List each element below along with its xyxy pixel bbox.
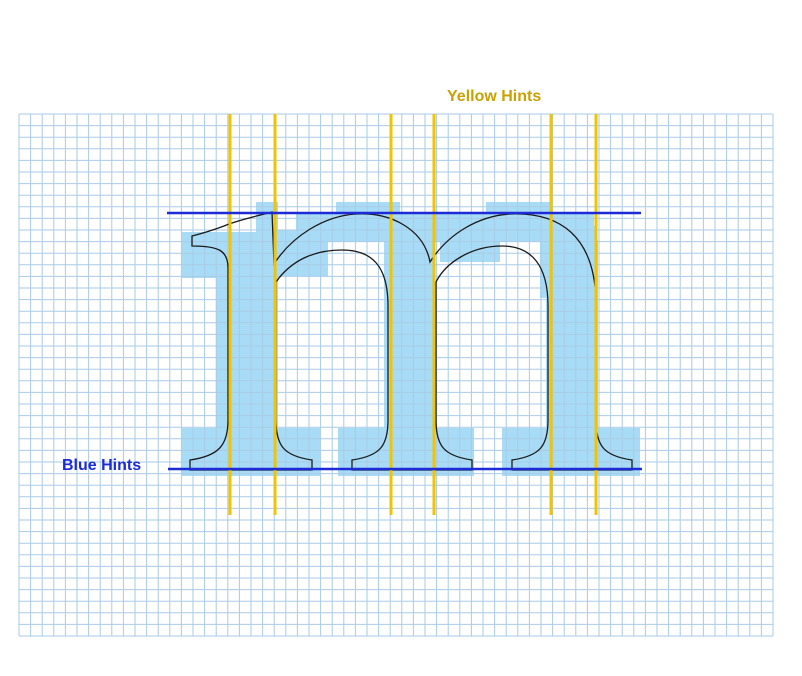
pixel-block (440, 236, 500, 262)
yellow-hints-label: Yellow Hints (447, 88, 541, 105)
yellow-hint-lines (228, 114, 598, 515)
pixel-grid (18, 113, 774, 637)
blue-hint-lines (167, 211, 642, 471)
pixel-block (546, 240, 598, 450)
blue-hints-label: Blue Hints (62, 457, 141, 474)
